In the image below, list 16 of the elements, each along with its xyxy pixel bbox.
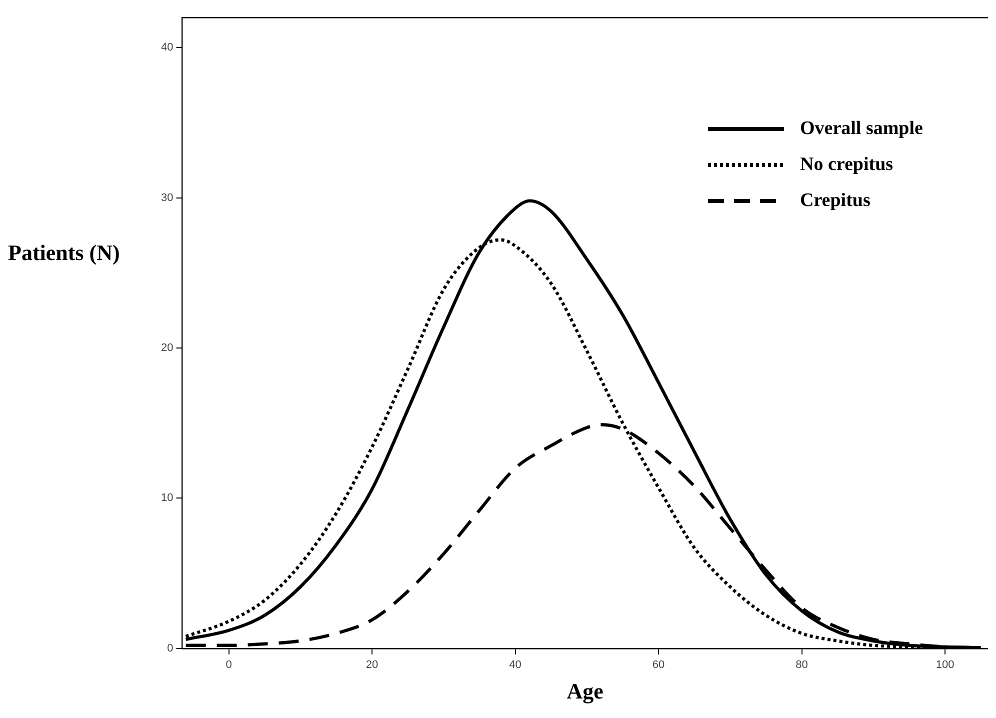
- y-axis-title: Patients (N): [8, 240, 120, 266]
- y-tick-label: 20: [160, 342, 174, 354]
- legend-label: Overall sample: [800, 118, 923, 140]
- x-tick-label: 20: [366, 659, 378, 672]
- x-axis-title: Age: [566, 678, 604, 704]
- y-tick-label: 40: [160, 42, 174, 54]
- x-tick-label: 100: [936, 659, 954, 672]
- x-tick-label: 40: [509, 659, 522, 672]
- legend-label: No crepitus: [800, 154, 894, 176]
- y-tick-label: 0: [167, 642, 174, 654]
- legend-label: Crepitus: [800, 190, 870, 212]
- x-tick-label: 60: [652, 659, 665, 672]
- x-tick-label: 80: [796, 659, 808, 672]
- y-tick-label: 30: [160, 192, 174, 204]
- x-tick-label: 0: [226, 659, 232, 672]
- y-tick-label: 10: [160, 492, 174, 504]
